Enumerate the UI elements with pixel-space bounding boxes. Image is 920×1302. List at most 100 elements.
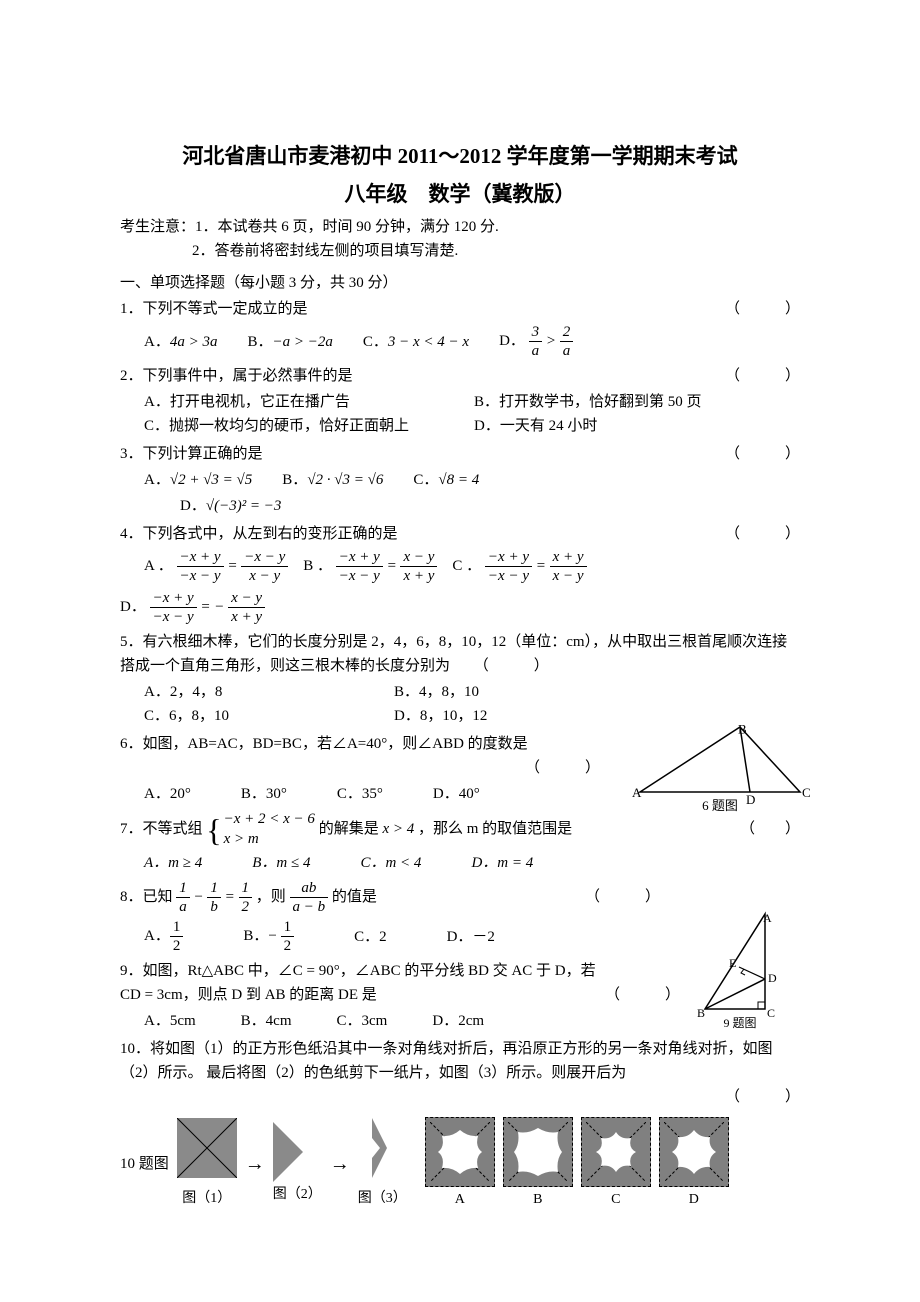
q1-c: C．3 − x < 4 − x [363,330,469,354]
question-2: 2．下列事件中，属于必然事件的是 （ ） A．打开电视机，它正在播广告 B．打开… [120,364,800,438]
svg-text:B: B [738,722,747,737]
q10-panel-d [659,1117,729,1187]
q1-b: B．−a > −2a [247,330,332,354]
q6-c: C．35° [337,782,383,806]
q2-paren: （ ） [725,364,800,388]
q7-c: C．m < 4 [360,851,421,875]
q8-d: D．－2 [447,925,495,949]
q8-b: B．− 12 [243,918,294,955]
q1-a: A．4a > 3a [144,330,217,354]
q7-stem-post: ，那么 m 的取值范围是 [418,821,572,837]
q10-paren: （ ） [725,1089,800,1105]
q2-stem: 2．下列事件中，属于必然事件的是 [120,364,353,388]
q10-a: A [425,1189,495,1211]
q10-cap1: 图（1） [177,1188,237,1210]
question-1: 1．下列不等式一定成立的是 （ ） A．4a > 3a B．−a > −2a C… [120,297,800,360]
question-6: 6．如图，AB=AC，BD=BC，若∠A=40°，则∠ABD 的度数是 （ ） … [120,732,800,806]
q5-c: C．6，8，10 [144,704,344,728]
figure-q10-2 [273,1122,303,1182]
q3-paren: （ ） [725,442,800,466]
q8-stem-pre: 8．已知 [120,889,176,905]
figure-q10-3 [372,1118,392,1178]
q10-d: D [659,1189,729,1211]
q7-d: D．m = 4 [471,851,533,875]
q3-stem: 3．下列计算正确的是 [120,442,263,466]
svg-text:E: E [729,956,736,970]
q4-stem: 4．下列各式中，从左到右的变形正确的是 [120,522,398,546]
q7-sys-l2: x > m [224,830,315,850]
arrow-icon: → [245,1148,265,1180]
svg-text:C: C [767,1006,775,1020]
q7-a: A．m ≥ 4 [144,851,202,875]
q9-stem2: CD = 3cm，则点 D 到 AB 的距离 DE 是 [120,983,377,1007]
question-3: 3．下列计算正确的是 （ ） A．√2 + √3 = √5 B．√2 · √3 … [120,442,800,518]
q7-stem-mid: 的解集是 [319,821,383,837]
q8-a: A．12 [144,918,183,955]
q9-d: D．2cm [432,1009,484,1033]
q9-paren: （ ） [605,983,680,1007]
svg-text:D: D [768,971,777,985]
q4-b: B ． −x + y−x − y = x − yx + y [303,548,437,585]
q10-cap3: 图（3） [358,1188,407,1210]
q10-cap2: 图（2） [273,1184,322,1206]
q8-stem-mid: ，则 [256,889,290,905]
q2-c: C．抛掷一枚均匀的硬币，恰好正面朝上 [144,414,424,438]
q3-b: B．√2 · √3 = √6 [282,468,383,492]
figure-q10-1 [177,1118,237,1178]
q7-b: B．m ≤ 4 [252,851,310,875]
q3-a: A．√2 + √3 = √5 [144,468,252,492]
title-line1: 河北省唐山市麦港初中 2011～2012 学年度第一学期期末考试 [120,140,800,174]
svg-text:D: D [746,792,755,807]
q10-b: B [503,1189,573,1211]
q3-d: D．√(−3)² = −3 [180,498,281,514]
q6-stem: 6．如图，AB=AC，BD=BC，若∠A=40°，则∠ABD 的度数是 [120,736,528,752]
q5-a: A．2，4，8 [144,680,344,704]
q1-d: D． 3a > 2a [499,323,573,360]
q10-panel-c [581,1117,651,1187]
q9-a: A．5cm [144,1009,196,1033]
q2-b: B．打开数学书，恰好翻到第 50 页 [474,390,702,414]
q6-paren: （ ） [525,760,600,776]
q7-stem-pre: 7．不等式组 [120,821,203,837]
q8-paren: （ ） [585,885,660,909]
question-9: 9．如图，Rt△ABC 中，∠C = 90°，∠ABC 的平分线 BD 交 AC… [120,959,800,1033]
inst-prefix: 考生注意： [120,219,195,235]
q4-d: D． −x + y−x − y = − x − yx + y [120,599,265,615]
q6-d: D．40° [433,782,480,806]
title-line2: 八年级 数学（冀教版） [120,178,800,212]
q4-c: C ． −x + y−x − y = x + yx − y [452,548,586,585]
q5-paren: （ ） [474,658,549,674]
q7-sol: x > 4 [382,821,414,837]
instructions: 考生注意：1．本试卷共 6 页，时间 90 分钟，满分 120 分. 2．答卷前… [120,215,800,263]
q6-a: A．20° [144,782,191,806]
question-7: 7．不等式组 { −x + 2 < x − 6 x > m 的解集是 x > 4… [120,810,800,875]
inst-2: 2．答卷前将密封线左侧的项目填写清楚. [192,239,800,263]
q2-d: D．一天有 24 小时 [474,414,597,438]
svg-text:C: C [802,785,810,800]
svg-text:A: A [632,785,642,800]
q9-b: B．4cm [241,1009,292,1033]
q10-stem: 10．将如图（1）的正方形色纸沿其中一条对角线对折后，再沿原正方形的另一条对角线… [120,1041,773,1081]
figure-q6: A B C D 6 题图 [630,722,810,812]
inst-1: 1．本试卷共 6 页，时间 90 分钟，满分 120 分. [195,219,499,235]
q10-panel-a [425,1117,495,1187]
q3-c: C．√8 = 4 [413,468,479,492]
q1-stem: 1．下列不等式一定成立的是 [120,297,308,321]
q4-paren: （ ） [725,522,800,546]
q2-a: A．打开电视机，它正在播广告 [144,390,424,414]
q10-label: 10 题图 [120,1152,169,1176]
q5-stem: 5．有六根细木棒，它们的长度分别是 2，4，6，8，10，12（单位：cm），从… [120,634,787,674]
q7-sys-l1: −x + 2 < x − 6 [224,810,315,830]
question-10: 10．将如图（1）的正方形色纸沿其中一条对角线对折后，再沿原正方形的另一条对角线… [120,1037,800,1211]
arrow-icon: → [330,1148,350,1180]
figure-q9: A B C D E 9 题图 [695,909,785,1029]
svg-text:B: B [697,1006,705,1020]
q5-d: D．8，10，12 [394,704,487,728]
q6-b: B．30° [241,782,287,806]
q9-stem1: 9．如图，Rt△ABC 中，∠C = 90°，∠ABC 的平分线 BD 交 AC… [120,963,596,979]
q8-c: C．2 [354,925,387,949]
question-4: 4．下列各式中，从左到右的变形正确的是 （ ） A ． −x + y−x − y… [120,522,800,626]
svg-text:9 题图: 9 题图 [723,1016,756,1029]
q9-c: C．3cm [337,1009,388,1033]
q7-paren: （ ） [740,817,800,841]
